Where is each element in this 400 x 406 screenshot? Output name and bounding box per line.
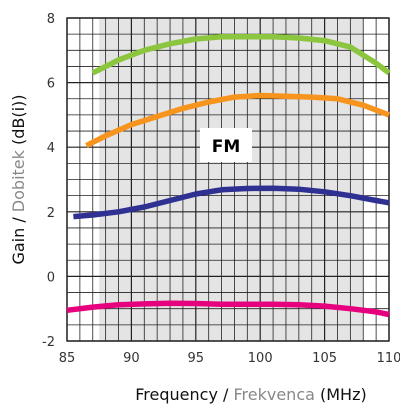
x-tick-label: 85	[59, 351, 76, 366]
y-tick-label: 6	[47, 77, 55, 92]
x-axis-label-sep: /	[218, 385, 234, 404]
x-tick-label: 90	[123, 351, 140, 366]
series-line-4	[66, 300, 390, 318]
x-axis-label-unit: (MHz)	[315, 385, 367, 404]
plot-frame	[66, 17, 390, 342]
x-axis-label-main: Frequency	[135, 385, 218, 404]
y-axis-label-main: Gain	[9, 228, 28, 265]
y-axis-label: Gain / Dobitek (dB(i))	[9, 94, 28, 264]
annotation-label: FM	[212, 137, 241, 157]
series-line-1	[91, 33, 391, 76]
x-tick-label: 100	[248, 351, 273, 366]
x-axis-label: Frequency / Frekvenca (MHz)	[135, 385, 366, 404]
y-tick-label: 0	[47, 270, 55, 285]
y-axis-label-unit: (dB(i))	[9, 94, 28, 150]
y-tick-label: -2	[42, 335, 55, 350]
x-axis-label-alt: Frekvenca	[233, 385, 314, 404]
x-tick-label: 110	[377, 351, 400, 366]
y-axis-label-alt: Dobitek	[9, 149, 28, 212]
y-tick-label: 2	[47, 206, 55, 221]
x-tick-label: 105	[312, 351, 337, 366]
x-tick-label: 95	[188, 351, 205, 366]
y-axis-label-sep: /	[9, 212, 28, 228]
annotation-box	[200, 128, 252, 162]
y-tick-label: 4	[47, 141, 55, 156]
y-tick-label: 8	[47, 12, 55, 27]
series-line-2	[85, 92, 390, 149]
series-line-3	[73, 185, 390, 220]
